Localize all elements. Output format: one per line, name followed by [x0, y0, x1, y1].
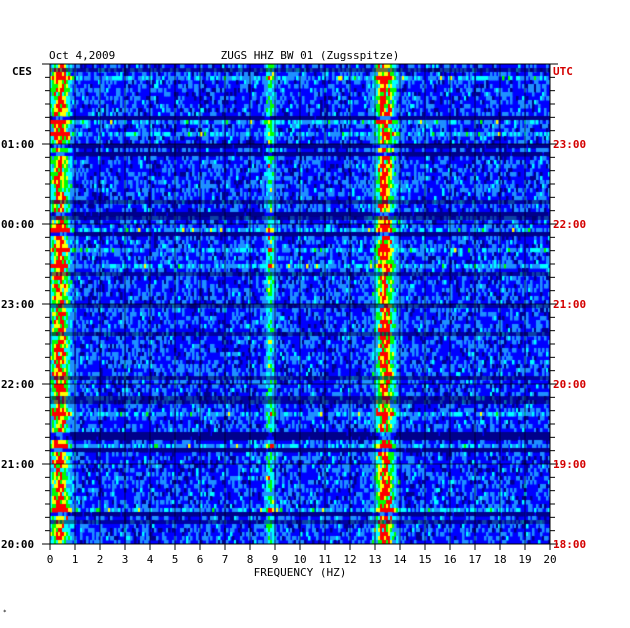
x-tick-label: 14: [393, 553, 407, 566]
chart-grid: [49, 63, 551, 545]
x-tick-label: 16: [443, 553, 456, 566]
x-tick-label: 10: [293, 553, 306, 566]
left-time-label: 20:00: [1, 538, 34, 551]
x-tick-label: 17: [468, 553, 481, 566]
x-tick-label: 12: [343, 553, 356, 566]
x-tick-label: 15: [418, 553, 431, 566]
x-tick-label: 4: [147, 553, 154, 566]
x-tick-label: 5: [172, 553, 179, 566]
x-axis-ticks: 0 1 2 3 4 5 6 7 8 9 10 11 12 13 14 15 16 17 18 19 20: [47, 544, 557, 566]
station-title: ZUGS HHZ BW 01 (Zugsspitze): [221, 49, 400, 62]
left-time-label: 22:00: [1, 378, 34, 391]
x-tick-label: 6: [197, 553, 204, 566]
footer-mark: *: [3, 609, 7, 616]
left-time-label: 21:00: [1, 458, 34, 471]
left-axis-ticks: 01:00 00:00 23:00 22:00 21:00 20:00: [1, 63, 50, 551]
x-tick-label: 19: [518, 553, 531, 566]
right-time-label: 22:00: [553, 218, 586, 231]
x-tick-label: 3: [122, 553, 129, 566]
x-tick-label: 20: [543, 553, 556, 566]
right-time-label: 20:00: [553, 378, 586, 391]
x-tick-label: 7: [222, 553, 229, 566]
left-time-label: 00:00: [1, 218, 34, 231]
right-time-label: 23:00: [553, 138, 586, 151]
left-time-label: 23:00: [1, 298, 34, 311]
x-tick-label: 0: [47, 553, 54, 566]
date-label: Oct 4,2009: [49, 49, 115, 62]
x-tick-label: 13: [368, 553, 381, 566]
right-axis-title: UTC: [553, 65, 573, 78]
x-axis-label: FREQUENCY (HZ): [254, 566, 347, 579]
x-tick-label: 8: [247, 553, 254, 566]
x-tick-label: 18: [493, 553, 506, 566]
right-time-label: 18:00: [553, 538, 586, 551]
x-tick-label: 9: [272, 553, 279, 566]
right-time-label: 19:00: [553, 458, 586, 471]
right-time-label: 21:00: [553, 298, 586, 311]
right-axis-ticks: 23:00 22:00 21:00 20:00 19:00 18:00: [550, 63, 586, 551]
x-tick-label: 1: [72, 553, 79, 566]
left-axis-title: CES: [12, 65, 32, 78]
x-tick-label: 11: [318, 553, 331, 566]
x-tick-label: 2: [97, 553, 104, 566]
left-time-label: 01:00: [1, 138, 34, 151]
